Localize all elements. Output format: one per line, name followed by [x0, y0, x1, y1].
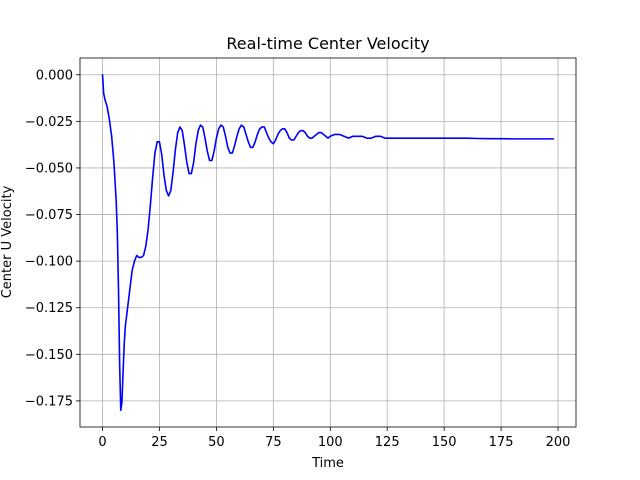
- y-axis-label: Center U Velocity: [0, 185, 15, 298]
- x-tick-label: 0: [98, 435, 106, 450]
- chart-title: Real-time Center Velocity: [226, 34, 429, 53]
- x-tick-label: 175: [489, 435, 514, 450]
- x-tick-label: 75: [265, 435, 282, 450]
- x-tick-label: 100: [318, 435, 343, 450]
- x-tick-label: 50: [208, 435, 225, 450]
- y-tick-label: −0.100: [25, 255, 73, 270]
- plot-frame: [79, 57, 577, 428]
- y-tick-label: −0.025: [25, 115, 73, 130]
- x-axis-ticks: 0 25 50 75 100 125 150 175 200: [98, 427, 570, 450]
- y-tick-label: 0.000: [36, 68, 73, 83]
- y-tick-label: −0.150: [25, 348, 73, 363]
- x-tick-label: 125: [375, 435, 400, 450]
- x-tick-label: 200: [546, 435, 571, 450]
- y-tick-label: −0.175: [25, 394, 73, 409]
- y-axis-ticks: 0.000 −0.025 −0.050 −0.075 −0.100 −0.125 −0.15…: [25, 68, 80, 409]
- axes: [79, 57, 577, 428]
- x-tick-label: 150: [432, 435, 457, 450]
- series-layer: [101, 73, 555, 412]
- velocity-series-line: [101, 73, 555, 412]
- y-tick-label: −0.075: [25, 208, 73, 223]
- y-tick-label: −0.125: [25, 301, 73, 316]
- y-tick-label: −0.050: [25, 161, 73, 176]
- x-tick-label: 25: [151, 435, 168, 450]
- x-axis-label: Time: [311, 456, 344, 471]
